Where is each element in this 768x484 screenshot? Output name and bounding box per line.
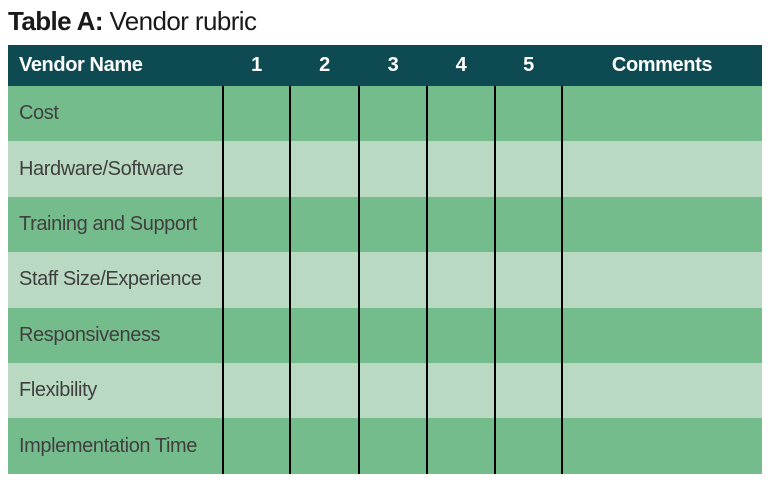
score-cell bbox=[358, 141, 427, 197]
score-cell bbox=[222, 362, 290, 419]
score-cell bbox=[494, 418, 562, 474]
score-cell bbox=[222, 252, 290, 308]
table-row: Flexibility bbox=[8, 362, 762, 419]
table-row: Training and Support bbox=[8, 196, 762, 253]
score-cell bbox=[494, 86, 562, 142]
score-cell bbox=[358, 362, 427, 419]
row-label: Responsiveness bbox=[8, 307, 223, 363]
score-cell bbox=[426, 418, 495, 474]
vendor-rubric-table: Vendor Name 1 2 3 4 5 Comments Cost Hardware/So… bbox=[8, 45, 762, 474]
table-row: Cost bbox=[8, 86, 762, 142]
score-cell bbox=[494, 307, 562, 363]
column-header-3: 3 bbox=[359, 45, 427, 86]
score-cell bbox=[222, 307, 290, 363]
score-cell bbox=[494, 141, 562, 197]
score-cell bbox=[426, 196, 495, 253]
score-cell bbox=[426, 86, 495, 142]
score-cell bbox=[494, 196, 562, 253]
score-cell bbox=[358, 252, 427, 308]
score-cell bbox=[289, 141, 359, 197]
row-label: Staff Size/Experience bbox=[8, 252, 223, 308]
score-cell bbox=[426, 252, 495, 308]
score-cell bbox=[494, 252, 562, 308]
score-cell bbox=[289, 418, 359, 474]
table-row: Staff Size/Experience bbox=[8, 252, 762, 308]
header-row: Vendor Name 1 2 3 4 5 Comments bbox=[8, 45, 762, 86]
row-label: Cost bbox=[8, 86, 223, 142]
column-header-2: 2 bbox=[290, 45, 359, 86]
score-cell bbox=[426, 307, 495, 363]
score-cell bbox=[289, 196, 359, 253]
row-label: Hardware/Software bbox=[8, 141, 223, 197]
score-cell bbox=[289, 252, 359, 308]
comments-cell bbox=[561, 196, 762, 253]
table-title-text: Vendor rubric bbox=[109, 6, 257, 36]
table-row: Responsiveness bbox=[8, 307, 762, 363]
column-header-vendor-name: Vendor Name bbox=[8, 45, 223, 86]
comments-cell bbox=[561, 362, 762, 419]
score-cell bbox=[358, 307, 427, 363]
table-row: Hardware/Software bbox=[8, 141, 762, 197]
score-cell bbox=[358, 196, 427, 253]
score-cell bbox=[222, 141, 290, 197]
comments-cell bbox=[561, 307, 762, 363]
column-header-5: 5 bbox=[495, 45, 562, 86]
score-cell bbox=[222, 86, 290, 142]
score-cell bbox=[222, 418, 290, 474]
column-header-1: 1 bbox=[223, 45, 290, 86]
score-cell bbox=[358, 86, 427, 142]
score-cell bbox=[289, 86, 359, 142]
score-cell bbox=[494, 362, 562, 419]
score-cell bbox=[289, 362, 359, 419]
table-row: Implementation Time bbox=[8, 418, 762, 474]
score-cell bbox=[358, 418, 427, 474]
row-label: Flexibility bbox=[8, 362, 223, 419]
comments-cell bbox=[561, 252, 762, 308]
table-body: Cost Hardware/Software Training and Suppor… bbox=[8, 86, 762, 474]
score-cell bbox=[426, 362, 495, 419]
comments-cell bbox=[561, 141, 762, 197]
document-page: Table A: Vendor rubric Vendor Name 1 2 3 4 5 C… bbox=[8, 6, 768, 474]
row-label: Training and Support bbox=[8, 196, 223, 253]
row-label: Implementation Time bbox=[8, 418, 223, 474]
score-cell bbox=[222, 196, 290, 253]
table-title: Table A: Vendor rubric bbox=[8, 6, 768, 36]
score-cell bbox=[289, 307, 359, 363]
comments-cell bbox=[561, 86, 762, 142]
column-header-comments: Comments bbox=[562, 45, 762, 86]
comments-cell bbox=[561, 418, 762, 474]
column-header-4: 4 bbox=[427, 45, 495, 86]
table-title-label: Table A: bbox=[8, 6, 103, 36]
score-cell bbox=[426, 141, 495, 197]
